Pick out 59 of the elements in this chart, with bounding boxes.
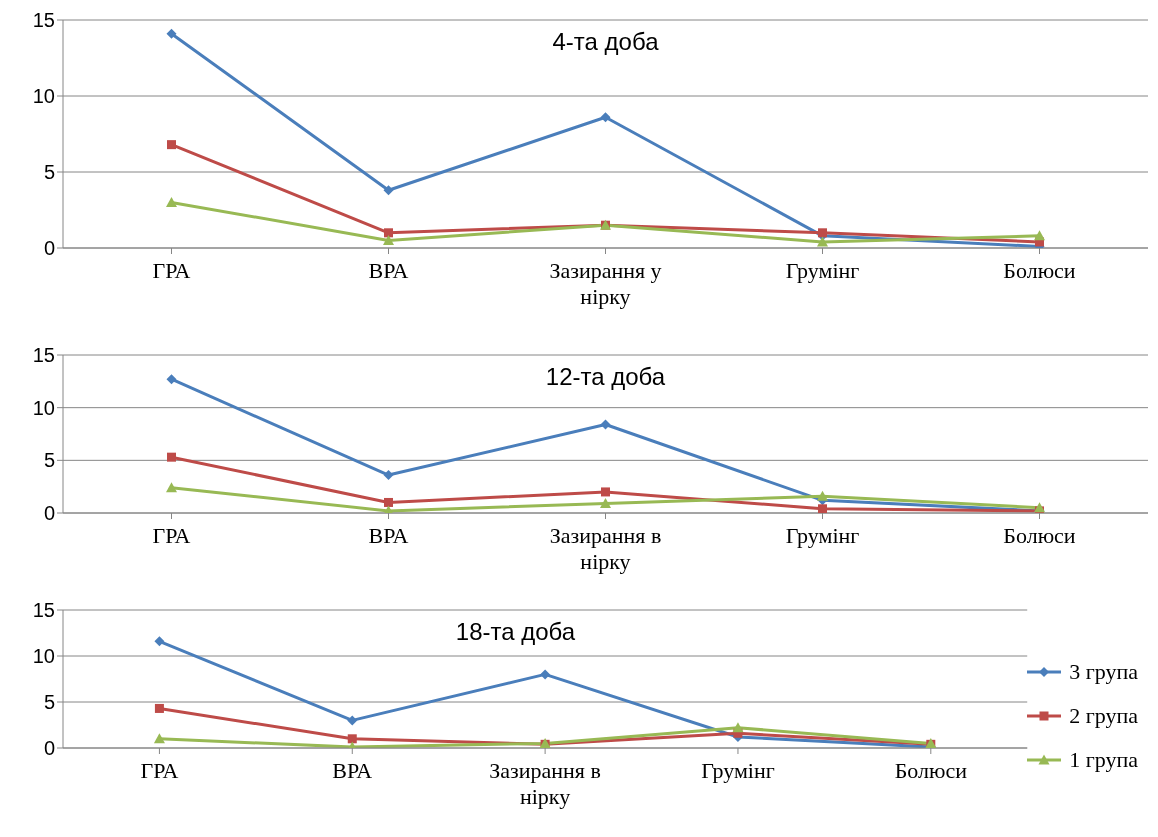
point [383,234,394,245]
point [384,497,393,507]
point [1034,230,1045,241]
point [383,470,394,481]
x-tick-label: Болюси [1003,523,1076,548]
legend-label: 2 група [1069,702,1138,729]
point [600,112,611,123]
legend-label: 3 група [1069,658,1138,685]
x-tick-label: Зазирання в нірку [549,523,662,574]
y-tick-label: 15 [32,599,55,622]
chart-title: 18-та доба [454,618,577,646]
y-tick-label: 5 [43,161,55,184]
y-tick-label: 5 [43,449,55,472]
y-tick-label: 0 [43,237,55,260]
legend-label: 1 група [1069,746,1138,773]
point [347,715,358,726]
chart-title: 12-та доба [544,363,667,391]
point [601,487,610,497]
point [600,498,611,509]
x-tick-label: ГРА [152,258,191,283]
point [540,669,551,680]
y-tick-label: 10 [32,645,55,668]
y-tick-label: 15 [32,9,55,32]
point [154,703,164,713]
point [166,28,177,39]
point [347,734,357,744]
x-tick-label: Болюси [894,758,968,783]
y-tick-label: 15 [32,344,55,367]
x-tick-label: Болюси [1003,258,1076,283]
x-tick-label: Грумінг [701,758,775,783]
point [167,452,176,462]
y-tick-label: 10 [32,396,55,419]
point [153,733,165,744]
x-tick-label: Грумінг [785,258,860,283]
point [817,490,828,501]
y-tick-label: 0 [43,502,55,525]
point [166,482,177,493]
x-tick-label: ВРА [368,258,409,283]
point [167,140,176,150]
point [384,228,393,238]
chart-title: 4-та доба [551,28,660,56]
y-tick-label: 0 [43,737,55,760]
x-tick-label: ВРА [368,523,409,548]
x-tick-label: ВРА [332,758,373,783]
point [600,419,611,430]
point [732,722,744,733]
point [818,504,827,513]
point [166,196,177,207]
point [166,374,177,385]
point [817,236,828,247]
y-tick-label: 5 [43,691,55,714]
point [383,185,394,196]
x-tick-label: ГРА [152,523,191,548]
point [154,636,165,647]
x-tick-label: ГРА [140,758,179,783]
y-tick-label: 10 [32,85,55,108]
x-tick-label: Зазирання в нірку [489,758,601,809]
x-tick-label: Грумінг [785,523,860,548]
x-tick-label: Зазирання у нірку [549,258,662,309]
